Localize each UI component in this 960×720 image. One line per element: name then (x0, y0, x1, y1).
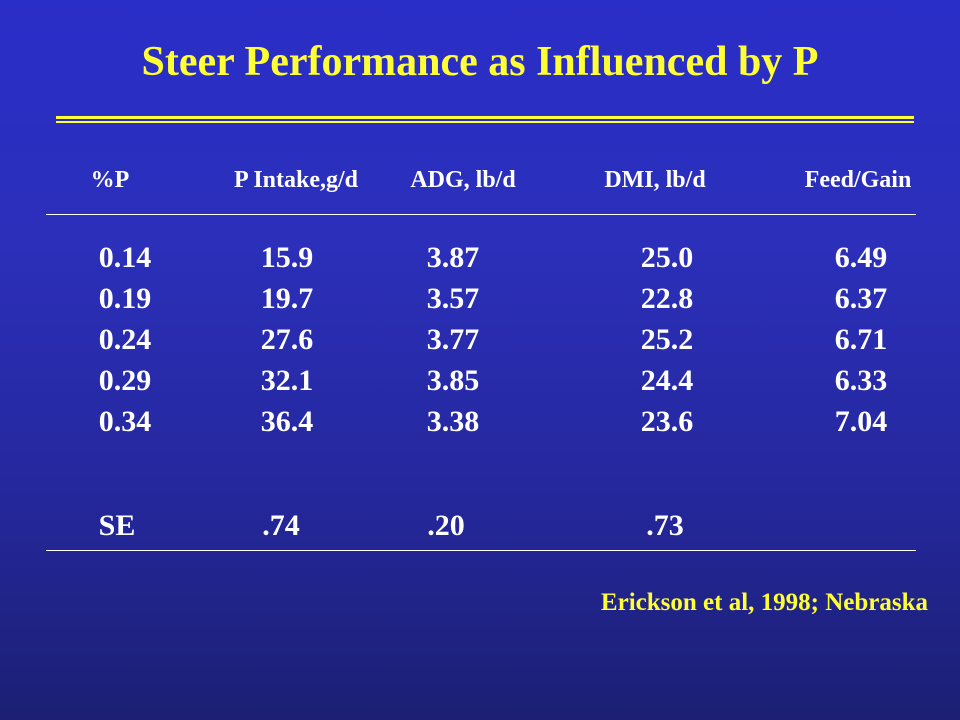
title-underline-thin (56, 121, 914, 123)
table-cell: 0.24 (98, 323, 152, 356)
table-cell: 6.37 (834, 282, 888, 315)
table-cell: 6.49 (834, 241, 888, 274)
table-cell: 6.71 (834, 323, 888, 356)
table-cell: 25.2 (640, 323, 694, 356)
table-cell: 3.57 (426, 282, 480, 315)
table-cell: 22.8 (640, 282, 694, 315)
table-cell: 36.4 (260, 405, 314, 438)
table-cell: 23.6 (640, 405, 694, 438)
table-cell: 0.14 (98, 241, 152, 274)
table-cell: 6.33 (834, 364, 888, 397)
col-header-dmi: DMI, lb/d (604, 167, 706, 193)
se-value-adg: .20 (427, 509, 465, 542)
col-header-feed-gain: Feed/Gain (804, 167, 912, 193)
table-cell: 7.04 (834, 405, 888, 438)
col-header-p-intake: P Intake,g/d (233, 167, 359, 193)
header-rule (46, 214, 916, 215)
title-underline-thick (56, 116, 914, 119)
col-header-adg: ADG, lb/d (410, 167, 516, 193)
se-value-dmi: .73 (646, 509, 684, 542)
table-cell: 3.77 (426, 323, 480, 356)
se-label: SE (98, 509, 136, 542)
bottom-rule (46, 550, 916, 551)
col-header-percent-p: %P (90, 167, 130, 193)
table-cell: 19.7 (260, 282, 314, 315)
citation: Erickson et al, 1998; Nebraska (600, 589, 928, 616)
title-underline (56, 116, 914, 123)
table-cell: 0.34 (98, 405, 152, 438)
table-cell: 15.9 (260, 241, 314, 274)
table-cell: 0.29 (98, 364, 152, 397)
table-cell: 3.87 (426, 241, 480, 274)
slide-title: Steer Performance as Influenced by P (141, 39, 819, 85)
table-cell: 32.1 (260, 364, 314, 397)
se-value-p-intake: .74 (262, 509, 300, 542)
table-cell: 0.19 (98, 282, 152, 315)
table-cell: 27.6 (260, 323, 314, 356)
table-cell: 3.85 (426, 364, 480, 397)
table-cell: 24.4 (640, 364, 694, 397)
table-cell: 3.38 (426, 405, 480, 438)
table-cell: 25.0 (640, 241, 694, 274)
